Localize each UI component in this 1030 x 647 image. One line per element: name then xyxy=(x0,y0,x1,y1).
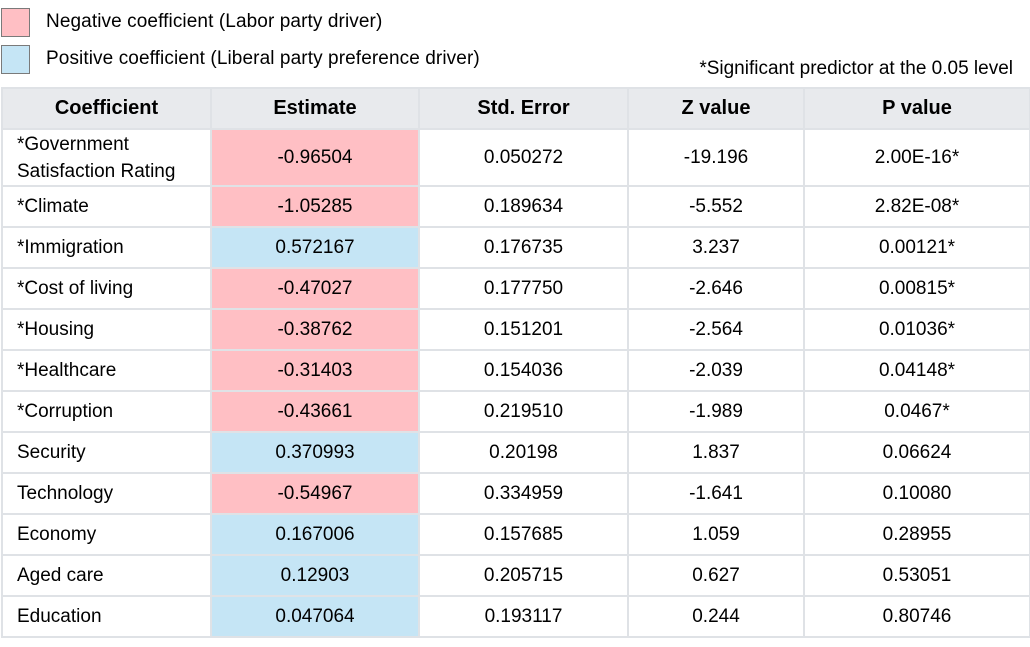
z-value-cell: -19.196 xyxy=(627,128,805,187)
z-value-cell: -2.039 xyxy=(627,349,805,392)
table-row: *Immigration 0.572167 0.176735 3.237 0.00121… xyxy=(1,226,1030,269)
z-value-cell: 1.837 xyxy=(627,431,805,474)
header-z-value: Z value xyxy=(627,87,805,130)
coefficient-cell: Economy xyxy=(1,513,212,556)
table-row: Security 0.370993 0.20198 1.837 0.06624 xyxy=(1,431,1030,474)
std-error-cell: 0.154036 xyxy=(418,349,629,392)
p-value-cell: 0.04148* xyxy=(803,349,1030,392)
estimate-cell: -0.96504 xyxy=(210,128,420,187)
p-value-cell: 0.00815* xyxy=(803,267,1030,310)
z-value-cell: -5.552 xyxy=(627,185,805,228)
estimate-cell: 0.047064 xyxy=(210,595,420,638)
std-error-cell: 0.151201 xyxy=(418,308,629,351)
legend-positive-label: Positive coefficient (Liberal party pref… xyxy=(46,48,480,69)
p-value-cell: 0.0467* xyxy=(803,390,1030,433)
significance-note: *Significant predictor at the 0.05 level xyxy=(699,58,1013,79)
coefficient-table: Coefficient Estimate Std. Error Z value … xyxy=(1,87,1030,638)
std-error-cell: 0.219510 xyxy=(418,390,629,433)
table-row: Economy 0.167006 0.157685 1.059 0.28955 xyxy=(1,513,1030,556)
positive-swatch xyxy=(1,44,30,74)
header-std-error: Std. Error xyxy=(418,87,629,130)
p-value-cell: 0.01036* xyxy=(803,308,1030,351)
table-row: *Climate -1.05285 0.189634 -5.552 2.82E-08* xyxy=(1,185,1030,228)
z-value-cell: -2.646 xyxy=(627,267,805,310)
p-value-cell: 0.06624 xyxy=(803,431,1030,474)
p-value-cell: 2.82E-08* xyxy=(803,185,1030,228)
coefficient-cell: *Cost of living xyxy=(1,267,212,310)
table-row: *Cost of living -0.47027 0.177750 -2.646 0.0… xyxy=(1,267,1030,310)
coefficient-cell: *Government Satisfaction Rating xyxy=(1,128,212,187)
coefficient-cell: *Corruption xyxy=(1,390,212,433)
p-value-cell: 0.80746 xyxy=(803,595,1030,638)
p-value-cell: 0.10080 xyxy=(803,472,1030,515)
estimate-cell: -0.43661 xyxy=(210,390,420,433)
estimate-cell: -1.05285 xyxy=(210,185,420,228)
std-error-cell: 0.334959 xyxy=(418,472,629,515)
z-value-cell: 0.244 xyxy=(627,595,805,638)
legend-negative-label: Negative coefficient (Labor party driver… xyxy=(46,11,383,32)
z-value-cell: -1.641 xyxy=(627,472,805,515)
z-value-cell: -1.989 xyxy=(627,390,805,433)
std-error-cell: 0.050272 xyxy=(418,128,629,187)
table-row: *Corruption -0.43661 0.219510 -1.989 0.0467* xyxy=(1,390,1030,433)
z-value-cell: 3.237 xyxy=(627,226,805,269)
coefficient-cell: *Housing xyxy=(1,308,212,351)
header-estimate: Estimate xyxy=(210,87,420,130)
coefficient-cell: *Healthcare xyxy=(1,349,212,392)
z-value-cell: -2.564 xyxy=(627,308,805,351)
estimate-cell: 0.370993 xyxy=(210,431,420,474)
p-value-cell: 2.00E-16* xyxy=(803,128,1030,187)
estimate-cell: 0.12903 xyxy=(210,554,420,597)
estimate-cell: -0.38762 xyxy=(210,308,420,351)
coefficient-cell: Security xyxy=(1,431,212,474)
table-header-row: Coefficient Estimate Std. Error Z value … xyxy=(1,87,1030,130)
header-coefficient: Coefficient xyxy=(1,87,212,130)
p-value-cell: 0.00121* xyxy=(803,226,1030,269)
estimate-cell: 0.572167 xyxy=(210,226,420,269)
std-error-cell: 0.176735 xyxy=(418,226,629,269)
estimate-cell: -0.47027 xyxy=(210,267,420,310)
z-value-cell: 1.059 xyxy=(627,513,805,556)
table-row: Aged care 0.12903 0.205715 0.627 0.53051 xyxy=(1,554,1030,597)
coefficient-cell: Technology xyxy=(1,472,212,515)
std-error-cell: 0.157685 xyxy=(418,513,629,556)
table-row: Technology -0.54967 0.334959 -1.641 0.10080 xyxy=(1,472,1030,515)
legend-positive: Positive coefficient (Liberal party pref… xyxy=(1,44,480,74)
legend-negative: Negative coefficient (Labor party driver… xyxy=(1,7,382,37)
negative-swatch xyxy=(1,7,30,37)
p-value-cell: 0.28955 xyxy=(803,513,1030,556)
estimate-cell: 0.167006 xyxy=(210,513,420,556)
std-error-cell: 0.177750 xyxy=(418,267,629,310)
std-error-cell: 0.205715 xyxy=(418,554,629,597)
p-value-cell: 0.53051 xyxy=(803,554,1030,597)
estimate-cell: -0.54967 xyxy=(210,472,420,515)
table-row: *Housing -0.38762 0.151201 -2.564 0.01036* xyxy=(1,308,1030,351)
std-error-cell: 0.20198 xyxy=(418,431,629,474)
coefficient-cell: Aged care xyxy=(1,554,212,597)
table-row: *Healthcare -0.31403 0.154036 -2.039 0.04148… xyxy=(1,349,1030,392)
coefficient-cell: Education xyxy=(1,595,212,638)
header-p-value: P value xyxy=(803,87,1030,130)
std-error-cell: 0.189634 xyxy=(418,185,629,228)
std-error-cell: 0.193117 xyxy=(418,595,629,638)
table-row: *Government Satisfaction Rating -0.96504 0… xyxy=(1,128,1030,187)
coefficient-cell: *Immigration xyxy=(1,226,212,269)
table-row: Education 0.047064 0.193117 0.244 0.80746 xyxy=(1,595,1030,638)
z-value-cell: 0.627 xyxy=(627,554,805,597)
estimate-cell: -0.31403 xyxy=(210,349,420,392)
coefficient-cell: *Climate xyxy=(1,185,212,228)
